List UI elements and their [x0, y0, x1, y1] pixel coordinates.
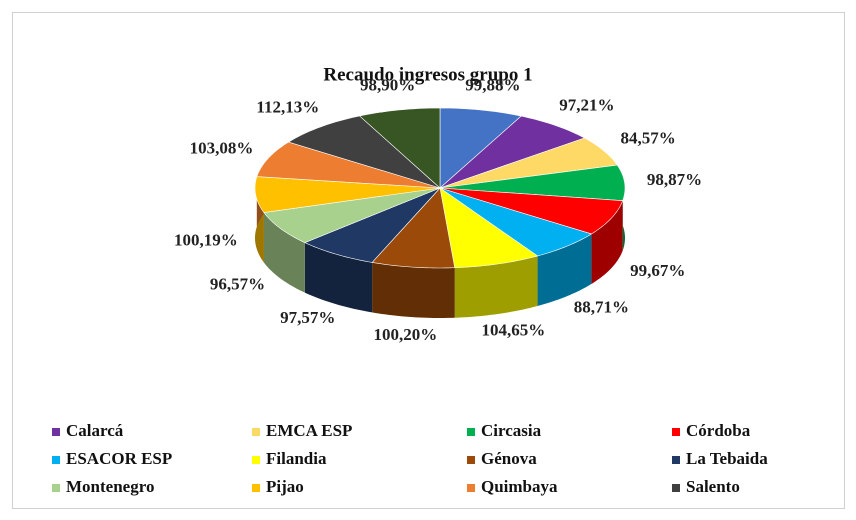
pie-side	[372, 262, 455, 318]
legend-marker	[672, 456, 680, 464]
legend-marker	[252, 428, 260, 436]
legend-marker	[467, 484, 475, 492]
legend-label: Montenegro	[66, 477, 154, 496]
pie-slice	[439, 187, 593, 257]
legend-label: La Tebaida	[686, 449, 768, 468]
data-label: 97,21%	[559, 96, 614, 115]
legend-label: Circasia	[481, 421, 542, 440]
data-label: 99,67%	[630, 261, 685, 280]
pie-side	[454, 255, 538, 318]
pie-slice	[439, 187, 624, 235]
pie-slice	[263, 187, 441, 243]
data-label: 88,71%	[574, 297, 629, 316]
pie-slice	[287, 115, 441, 189]
legend-marker	[672, 484, 680, 492]
legend-label: Calarcá	[66, 421, 124, 440]
pie-slice	[358, 107, 441, 189]
data-label: 96,57%	[210, 275, 265, 294]
data-label: 99,88%	[465, 76, 520, 95]
legend-label: Quimbaya	[481, 477, 558, 496]
pie-side	[263, 212, 305, 293]
pie-slice	[304, 187, 441, 263]
pie-slice	[439, 137, 618, 189]
pie-side	[591, 200, 623, 284]
legend-label: ESACOR ESP	[66, 449, 172, 468]
data-label: 103,08%	[190, 139, 254, 158]
legend-label: Filandia	[266, 449, 327, 468]
data-label: 98,90%	[360, 76, 415, 95]
pie-slice	[439, 115, 586, 189]
pie-side	[537, 233, 592, 306]
legend-marker	[52, 456, 60, 464]
pie-slice	[256, 141, 441, 189]
pie-tops	[254, 107, 626, 269]
data-label: 100,20%	[373, 325, 437, 344]
legend: Calarcá EMCA ESP Circasia Córdoba ESACOR ESP…	[52, 421, 768, 496]
pie-slice	[439, 187, 539, 269]
pie-slice	[439, 164, 626, 201]
pie-slice	[254, 176, 441, 213]
legend-marker	[467, 456, 475, 464]
pie-slice	[439, 107, 522, 189]
data-label: 84,57%	[621, 129, 676, 148]
legend-label: Génova	[481, 449, 537, 468]
data-label: 104,65%	[482, 321, 546, 340]
legend-marker	[52, 484, 60, 492]
data-label: 100,19%	[174, 231, 238, 250]
data-labels: 99,88% 97,21% 84,57% 98,87% 99,67%88,71% 104,…	[174, 76, 702, 344]
legend-marker	[467, 428, 475, 436]
legend-marker	[252, 484, 260, 492]
legend-marker	[252, 456, 260, 464]
legend-marker	[52, 428, 60, 436]
data-label: 97,57%	[280, 308, 335, 327]
legend-label: Salento	[686, 477, 740, 496]
legend-label: Pijao	[266, 477, 304, 496]
legend-marker	[672, 428, 680, 436]
data-label: 98,87%	[647, 170, 702, 189]
chart-title: Recaudo ingresos grupo 1	[323, 64, 532, 85]
data-label: 112,13%	[256, 98, 319, 117]
legend-label: Córdoba	[686, 421, 751, 440]
legend-label: EMCA ESP	[266, 421, 352, 440]
pie-slice	[371, 187, 456, 269]
pie-side	[304, 242, 373, 313]
